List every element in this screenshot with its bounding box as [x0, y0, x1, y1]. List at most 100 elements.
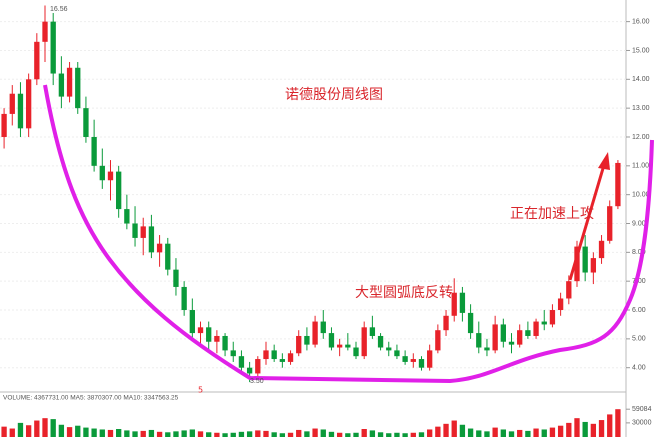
volume-bar: [312, 428, 318, 437]
candle-body: [279, 359, 286, 362]
y-tick-label: 13.00: [632, 105, 650, 112]
volume-bar: [607, 414, 613, 437]
candle-body: [312, 321, 318, 345]
marker-label: 5: [198, 386, 203, 395]
volume-bar: [25, 425, 32, 437]
candle-body: [181, 286, 187, 311]
candle-body: [353, 347, 359, 357]
candle-body: [566, 281, 572, 299]
candle-body: [435, 330, 441, 351]
candle-body: [91, 136, 97, 166]
candle-body: [148, 226, 155, 253]
volume-bar: [508, 431, 515, 437]
candle-body: [336, 344, 343, 348]
volume-bar: [156, 431, 163, 437]
candle-body: [328, 333, 335, 348]
volume-bar: [402, 433, 408, 437]
volume-bar: [394, 432, 400, 437]
candle-body: [394, 350, 400, 357]
volume-bar: [476, 430, 482, 437]
volume-bar: [140, 430, 146, 437]
candle-body: [58, 73, 65, 97]
candle-body: [255, 359, 261, 374]
volume-bar: [1, 426, 7, 437]
volume-bar: [42, 418, 48, 437]
candle-body: [50, 21, 56, 74]
candle-body: [476, 333, 482, 348]
candle-body: [206, 327, 212, 342]
volume-bar: [557, 425, 564, 437]
volume-bar: [263, 430, 269, 437]
candle-body: [541, 321, 547, 325]
volume-bar: [91, 428, 97, 437]
y-tick-label: 9.00: [632, 220, 646, 227]
y-tick-label: 10.00: [632, 192, 650, 199]
volume-bar: [214, 432, 220, 437]
volume-bar: [492, 427, 498, 437]
arrow-head: [598, 152, 610, 170]
volume-bar: [517, 429, 523, 437]
candle-body: [427, 350, 433, 368]
volume-bar: [132, 431, 138, 437]
volume-bar: [222, 433, 228, 437]
candle-body: [386, 347, 392, 351]
volume-bar: [574, 418, 580, 437]
candle-body: [197, 327, 204, 334]
volume-bar: [345, 433, 351, 437]
candle-body: [75, 67, 81, 109]
volume-bar: [418, 432, 425, 437]
candle-body: [320, 321, 326, 334]
candle-body: [156, 243, 163, 253]
annotation: 大型圆弧底反转: [355, 285, 453, 301]
y-tick-label: 30000: [632, 420, 652, 427]
y-tick-label: 59084: [632, 406, 652, 413]
candle-body: [263, 350, 269, 360]
candle-body: [574, 246, 580, 282]
volume-bar: [361, 429, 367, 437]
candle-body: [484, 347, 490, 351]
volume-bar: [279, 433, 286, 437]
volume-bar: [9, 428, 15, 437]
volume-bar: [590, 423, 597, 437]
volume-bar: [238, 431, 245, 437]
candle-body: [590, 258, 597, 273]
y-tick-label: 15.00: [632, 47, 650, 54]
candle-body: [402, 356, 408, 362]
candle-body: [230, 350, 236, 357]
volume-bar: [173, 431, 179, 437]
volume-bar: [500, 429, 506, 437]
candle-body: [287, 353, 294, 362]
candle-body: [615, 162, 621, 207]
volume-bar: [189, 429, 195, 437]
candle-body: [42, 21, 48, 42]
candle-body: [173, 269, 179, 287]
candle-body: [165, 243, 171, 270]
volume-bar: [377, 432, 384, 437]
candle-body: [508, 341, 515, 345]
volume-bar: [484, 431, 490, 437]
volume-bar: [566, 422, 572, 437]
candle-body: [99, 165, 105, 181]
volume-bar: [410, 432, 416, 437]
volume-bar: [386, 433, 392, 437]
candle-body: [25, 79, 32, 129]
volume-bar: [148, 429, 155, 437]
volume-bar: [615, 409, 621, 437]
y-tick-label: 6.00: [632, 307, 646, 314]
candle-body: [296, 335, 302, 354]
volume-bar: [99, 429, 105, 437]
volume-bar: [83, 427, 89, 437]
candle-body: [418, 359, 425, 368]
volume-header: VOLUME: 4367731.00 MA5: 3870307.00 MA10:…: [3, 395, 179, 402]
candle-body: [557, 298, 564, 311]
candle-body: [34, 41, 40, 80]
candle-body: [107, 171, 114, 181]
annotation: 正在加速上攻: [510, 206, 594, 222]
volume-bar: [181, 430, 187, 437]
candle-body: [443, 315, 449, 331]
candle-body: [361, 327, 367, 357]
volume-bar: [541, 429, 547, 437]
volume-bar: [34, 420, 40, 437]
